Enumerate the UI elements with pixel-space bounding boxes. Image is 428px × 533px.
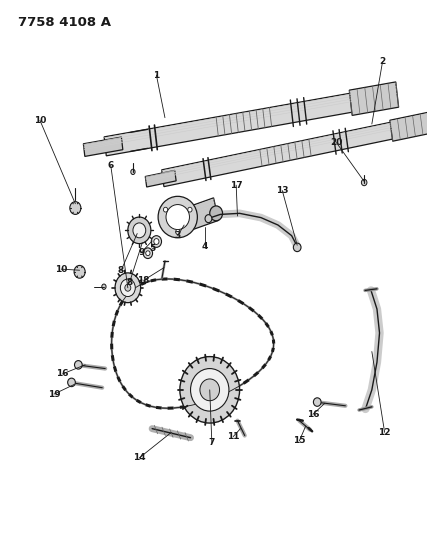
Ellipse shape [158,196,197,238]
Text: 9: 9 [138,248,145,257]
Ellipse shape [200,379,220,401]
Ellipse shape [293,243,301,252]
Ellipse shape [133,223,146,238]
Ellipse shape [154,239,159,245]
Ellipse shape [70,201,81,214]
Text: 19: 19 [48,390,60,399]
Text: 12: 12 [378,428,391,437]
Ellipse shape [151,236,161,247]
Ellipse shape [128,217,151,244]
Polygon shape [145,171,176,187]
Ellipse shape [131,169,135,174]
Text: 10: 10 [34,116,46,125]
Polygon shape [162,119,409,187]
Text: 20: 20 [330,138,343,147]
Text: 13: 13 [276,186,288,195]
Text: 1: 1 [153,70,160,79]
Ellipse shape [205,215,212,223]
Text: 3: 3 [175,231,181,240]
Text: 16: 16 [307,410,319,419]
Text: 7: 7 [209,439,215,448]
Text: 6: 6 [107,161,114,170]
Ellipse shape [74,361,82,369]
Ellipse shape [190,368,229,411]
Text: 15: 15 [293,437,306,446]
Text: 16: 16 [56,369,69,378]
Ellipse shape [68,378,75,386]
Text: 10: 10 [55,265,68,273]
Ellipse shape [210,206,223,221]
Ellipse shape [163,207,168,212]
Ellipse shape [102,284,106,289]
Ellipse shape [166,205,190,230]
Text: 2: 2 [379,58,386,66]
Polygon shape [390,112,428,141]
Text: 11: 11 [227,432,239,441]
Text: 14: 14 [133,454,146,463]
Text: 7758 4108 A: 7758 4108 A [18,15,111,29]
Text: 8: 8 [118,266,124,275]
Polygon shape [349,82,398,116]
Text: 8: 8 [126,278,133,287]
Ellipse shape [120,279,135,296]
Polygon shape [104,90,373,156]
Text: 17: 17 [230,181,243,190]
Text: 5: 5 [149,245,155,254]
Text: 4: 4 [202,242,208,251]
Ellipse shape [125,284,131,291]
Ellipse shape [143,248,152,259]
Ellipse shape [74,265,85,278]
Polygon shape [83,137,123,156]
Ellipse shape [146,251,150,256]
Text: 18: 18 [137,276,150,285]
Ellipse shape [175,230,180,235]
Ellipse shape [188,207,192,212]
Ellipse shape [313,398,321,406]
Ellipse shape [361,179,367,185]
Ellipse shape [115,273,141,303]
Ellipse shape [180,357,240,423]
Polygon shape [184,198,219,231]
